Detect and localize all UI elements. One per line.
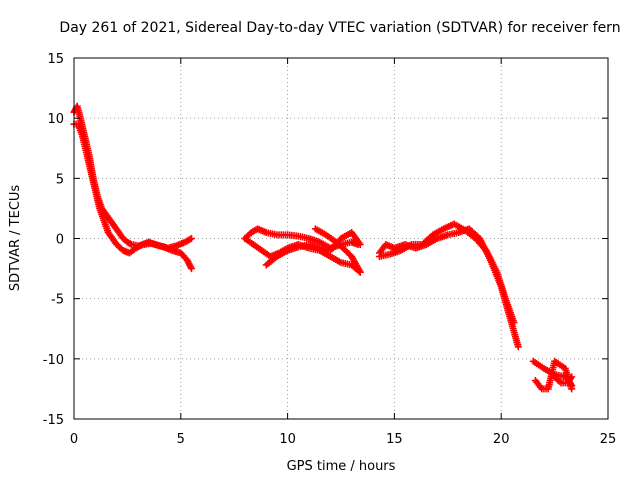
y-tick-label: -10	[43, 353, 64, 368]
series-trace-c	[241, 225, 362, 252]
x-tick-label: 0	[70, 432, 78, 447]
data-point	[510, 319, 518, 327]
x-tick-label: 5	[177, 432, 185, 447]
y-tick-label: -15	[43, 413, 64, 428]
y-tick-label: 5	[56, 172, 64, 187]
data-point	[187, 265, 195, 273]
chart-title: Day 261 of 2021, Sidereal Day-to-day VTE…	[59, 20, 620, 36]
data-point	[567, 374, 575, 382]
data-point	[356, 268, 364, 276]
series-trace-a	[70, 102, 195, 252]
series-trace-b	[70, 120, 195, 273]
y-tick-label: 10	[47, 112, 64, 127]
series-trace-h	[375, 220, 518, 327]
x-tick-label: 25	[600, 432, 617, 447]
x-tick-label: 15	[386, 432, 403, 447]
axis-ticks: 0 5 10 15 20 25 -15 -10 -5 0 5 10 15	[43, 52, 617, 447]
data-points	[70, 102, 576, 393]
y-tick-label: -5	[51, 293, 64, 308]
x-tick-label: 20	[493, 432, 510, 447]
series-trace-f	[311, 225, 364, 276]
x-axis-label: GPS time / hours	[287, 459, 396, 474]
series-trace-k	[551, 373, 576, 387]
data-point	[514, 343, 522, 351]
data-point	[126, 240, 134, 248]
grid	[74, 58, 608, 419]
data-point	[568, 373, 576, 381]
data-point	[187, 235, 195, 242]
x-tick-label: 10	[279, 432, 296, 447]
data-point	[356, 241, 364, 249]
data-point	[568, 385, 576, 393]
y-tick-label: 0	[56, 233, 64, 248]
y-tick-label: 15	[47, 52, 64, 67]
y-axis-label: SDTVAR / TECUs	[8, 185, 23, 292]
